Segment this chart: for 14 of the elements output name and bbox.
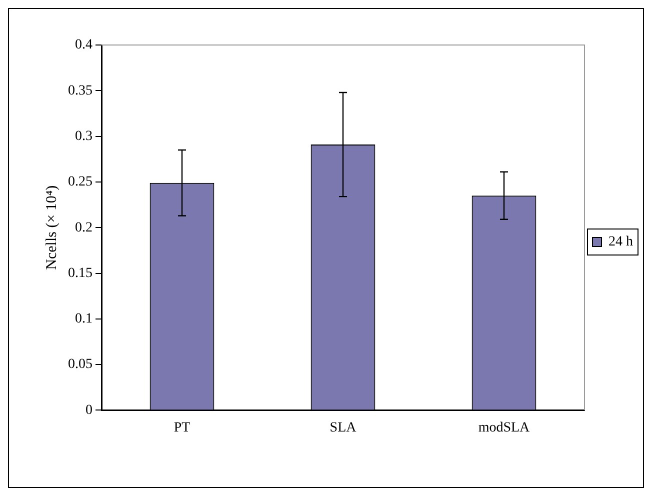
y-tick-label: 0.25 — [68, 174, 92, 190]
y-tick-label: 0.05 — [68, 357, 92, 372]
x-tick-label: PT — [174, 420, 191, 436]
x-tick-label: SLA — [330, 420, 358, 436]
y-axis-title: Ncells (× 10⁴) — [44, 185, 60, 270]
y-tick-label: 0.15 — [68, 266, 92, 281]
y-tick-label: 0.1 — [75, 312, 92, 327]
legend-label: 24 h — [608, 234, 633, 250]
y-tick-label: 0 — [86, 402, 92, 418]
y-tick-label: 0.4 — [75, 38, 92, 53]
y-tick-label: 0.35 — [68, 83, 92, 98]
x-tick-label: modSLA — [478, 420, 531, 436]
y-tick-label: 0.2 — [75, 220, 92, 236]
y-tick-label: 0.3 — [75, 128, 92, 144]
